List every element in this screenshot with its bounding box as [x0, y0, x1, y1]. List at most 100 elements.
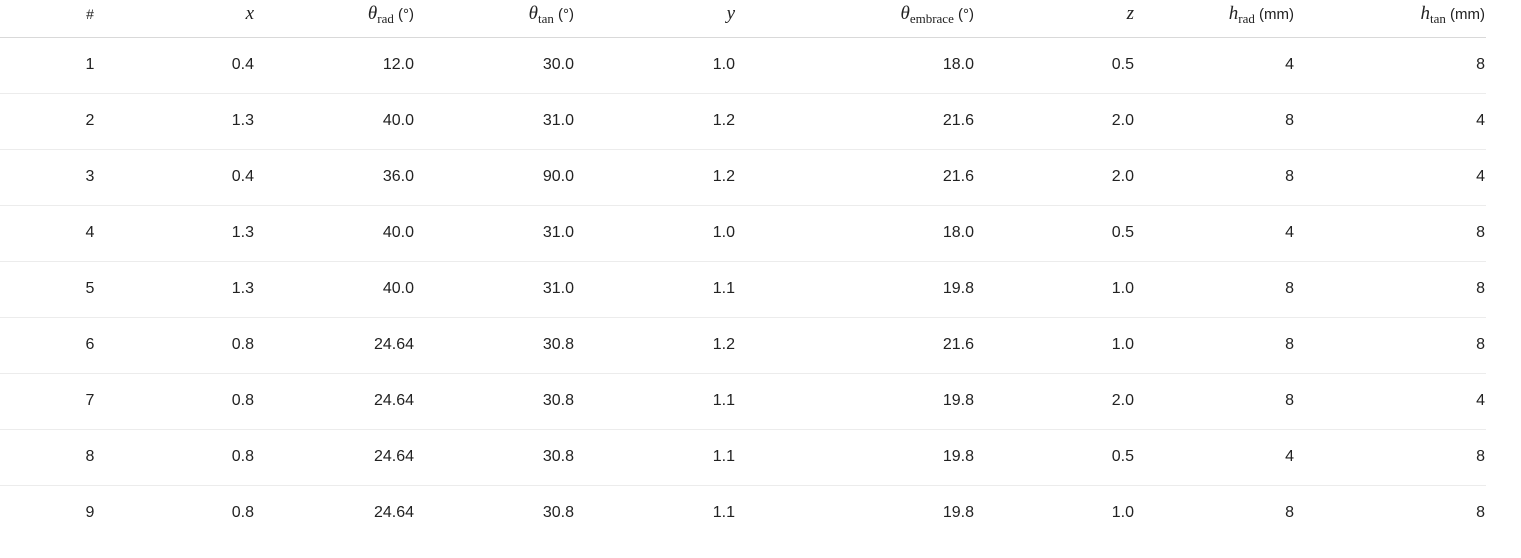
symbol-subscript: tan — [537, 11, 554, 27]
cell-y: 1.1 — [712, 504, 735, 522]
symbol-subscript: rad — [1238, 11, 1255, 27]
table-row: 5 1.3 40.0 31.0 1.1 19.8 1.0 8 8 — [0, 261, 1486, 318]
cell-h-rad: 8 — [1135, 149, 1295, 206]
cell-z: 0.5 — [975, 429, 1135, 486]
cell-x: 0.4 — [120, 37, 255, 94]
cell-y: 1.0 — [575, 37, 736, 94]
column-header-symbol: θtan — [528, 3, 554, 27]
cell-theta-tan: 31.0 — [415, 205, 575, 262]
table-row: 2 1.3 40.0 31.0 1.2 21.6 2.0 8 4 — [0, 93, 1486, 150]
cell-x: 0.8 — [231, 504, 254, 522]
cell-theta-embrace: 21.6 — [736, 317, 975, 374]
cell-y: 1.0 — [575, 205, 736, 262]
cell-index: 2 — [0, 93, 120, 150]
cell-h-tan: 8 — [1295, 261, 1486, 318]
cell-h-tan: 8 — [1295, 317, 1486, 374]
cell-h-rad: 8 — [1285, 504, 1294, 522]
cell-z: 1.0 — [975, 317, 1135, 374]
cell-index: 1 — [0, 37, 120, 94]
data-table-container: # x θrad (°) θtan (°) y θembrace (°) z hrad (mm… — [0, 0, 1486, 541]
cell-index: 8 — [0, 429, 120, 486]
column-header-h-tan: htan (mm) — [1295, 0, 1486, 38]
column-header-x: x — [120, 0, 255, 38]
cell-h-rad: 4 — [1135, 429, 1295, 486]
cell-y: 1.2 — [575, 93, 736, 150]
column-header-z: z — [975, 0, 1135, 38]
cell-theta-tan: 30.8 — [542, 504, 574, 522]
symbol-letter: θ — [900, 3, 910, 25]
cell-h-tan: 8 — [1295, 429, 1486, 486]
cell-theta-rad: 24.64 — [373, 504, 414, 522]
column-header-theta-embrace: θembrace (°) — [736, 0, 975, 38]
cell-theta-rad: 40.0 — [255, 205, 415, 262]
table-row: 3 0.4 36.0 90.0 1.2 21.6 2.0 8 4 — [0, 149, 1486, 206]
cell-theta-embrace: 19.8 — [736, 373, 975, 430]
table-row: 9 0.8 24.64 30.8 1.1 19.8 1.0 8 8 — [0, 485, 1486, 541]
cell-theta-embrace: 19.8 — [736, 429, 975, 486]
cell-y: 1.2 — [575, 149, 736, 206]
table-row: 6 0.8 24.64 30.8 1.2 21.6 1.0 8 8 — [0, 317, 1486, 374]
cell-theta-rad: 36.0 — [255, 149, 415, 206]
column-header-theta-tan: θtan (°) — [415, 0, 575, 38]
cell-y: 1.2 — [575, 317, 736, 374]
cell-h-rad: 4 — [1135, 205, 1295, 262]
column-header-symbol: y — [727, 3, 735, 24]
symbol-letter: z — [1126, 3, 1134, 25]
column-header-unit: (mm) — [1445, 6, 1485, 24]
header-row: # x θrad (°) θtan (°) y θembrace (°) z hrad (mm… — [0, 0, 1486, 38]
symbol-subscript: embrace — [909, 11, 954, 27]
cell-x: 1.3 — [120, 205, 255, 262]
symbol-letter: θ — [528, 3, 538, 25]
symbol-subscript: tan — [1429, 11, 1446, 27]
cell-theta-embrace: 21.6 — [736, 93, 975, 150]
cell-theta-rad: 24.64 — [255, 317, 415, 374]
symbol-letter: h — [1420, 3, 1430, 25]
cell-index: 3 — [0, 149, 120, 206]
column-header-symbol: htan — [1420, 3, 1446, 27]
cell-z: 2.0 — [975, 149, 1135, 206]
cell-y: 1.1 — [575, 429, 736, 486]
cell-h-tan: 8 — [1295, 205, 1486, 262]
column-header-symbol: θrad — [367, 3, 394, 27]
column-header-label: # — [86, 6, 94, 23]
symbol-letter: θ — [367, 3, 378, 25]
cell-h-tan: 8 — [1295, 37, 1486, 94]
cell-z: 1.0 — [975, 261, 1135, 318]
column-header-index: # — [0, 0, 120, 38]
cell-x: 1.3 — [120, 93, 255, 150]
cell-theta-embrace: 18.0 — [736, 205, 975, 262]
cell-theta-rad: 24.64 — [255, 373, 415, 430]
cell-z: 2.0 — [975, 373, 1135, 430]
cell-h-tan: 4 — [1295, 149, 1486, 206]
cell-theta-embrace: 19.8 — [736, 261, 975, 318]
cell-h-tan: 4 — [1295, 373, 1486, 430]
cell-y: 1.1 — [575, 261, 736, 318]
cell-x: 0.8 — [120, 317, 255, 374]
column-header-theta-rad: θrad (°) — [255, 0, 415, 38]
cell-z: 2.0 — [975, 93, 1135, 150]
cell-theta-tan: 30.8 — [415, 373, 575, 430]
column-header-symbol: hrad — [1229, 3, 1255, 27]
cell-y: 1.1 — [575, 373, 736, 430]
symbol-letter: x — [245, 3, 254, 25]
cell-theta-tan: 31.0 — [415, 93, 575, 150]
column-header-unit: (°) — [393, 6, 414, 24]
table-row: 8 0.8 24.64 30.8 1.1 19.8 0.5 4 8 — [0, 429, 1486, 486]
cell-h-tan: 4 — [1295, 93, 1486, 150]
cell-h-tan: 8 — [1476, 504, 1485, 522]
table-row: 7 0.8 24.64 30.8 1.1 19.8 2.0 8 4 — [0, 373, 1486, 430]
symbol-subscript: rad — [377, 11, 394, 27]
column-header-unit: (°) — [953, 6, 974, 24]
cell-x: 1.3 — [120, 261, 255, 318]
parameter-table: # x θrad (°) θtan (°) y θembrace (°) z hrad (mm… — [0, 0, 1486, 541]
cell-h-rad: 8 — [1135, 261, 1295, 318]
cell-h-rad: 8 — [1135, 373, 1295, 430]
column-header-symbol: θembrace — [900, 3, 954, 27]
cell-z: 0.5 — [975, 205, 1135, 262]
cell-theta-embrace: 19.8 — [942, 504, 974, 522]
column-header-h-rad: hrad (mm) — [1135, 0, 1295, 38]
cell-index: 9 — [85, 504, 95, 522]
cell-index: 4 — [0, 205, 120, 262]
cell-index: 5 — [0, 261, 120, 318]
cell-theta-tan: 30.8 — [415, 317, 575, 374]
